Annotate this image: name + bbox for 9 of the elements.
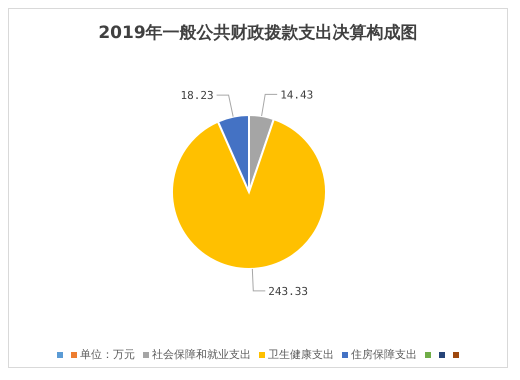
pie-slice <box>171 118 327 270</box>
legend-label: 卫生健康支出 <box>268 347 334 362</box>
data-label: 18.23 <box>180 89 214 102</box>
data-label: 243.33 <box>268 284 308 298</box>
legend-label: 社会保障和就业支出 <box>152 347 251 362</box>
data-label: 14.43 <box>280 88 314 102</box>
legend-label: 住房保障支出 <box>351 347 417 362</box>
chart-title: 2019年一般公共财政拨款支出决算构成图 <box>97 22 419 45</box>
legend-label: 单位：万元 <box>80 347 135 362</box>
